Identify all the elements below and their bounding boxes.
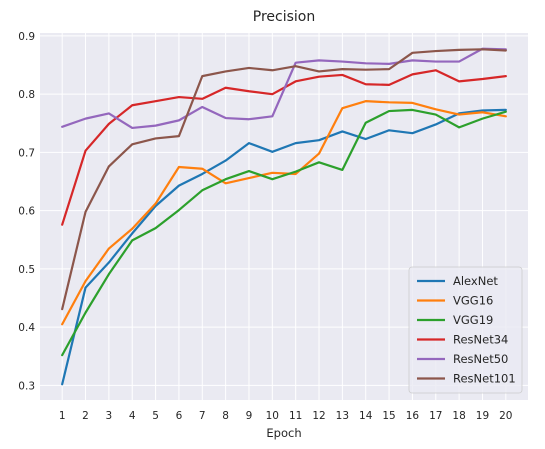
- y-tick-label: 0.5: [18, 264, 35, 276]
- x-tick-label: 19: [476, 410, 489, 422]
- x-tick-label: 12: [312, 410, 325, 422]
- series-lines: [61, 47, 507, 386]
- x-tick-label: 18: [452, 410, 465, 422]
- x-tick-label: 14: [359, 410, 373, 422]
- x-tick-label: 4: [129, 410, 136, 422]
- series-line-vgg16: [61, 100, 507, 326]
- legend-label: ResNet34: [453, 333, 508, 347]
- legend-label: AlexNet: [453, 274, 498, 288]
- x-tick-label: 5: [152, 410, 159, 422]
- series-line-alexnet: [61, 108, 507, 386]
- legend-label: ResNet50: [453, 352, 508, 366]
- series-line-resnet101: [61, 48, 507, 311]
- legend-items: AlexNet VGG16 VGG19 ResNet34 ResNet50 ResNet1…: [417, 274, 516, 386]
- x-tick-label: 6: [176, 410, 183, 422]
- y-tick-label: 0.8: [18, 89, 35, 101]
- legend-label: VGG19: [453, 313, 493, 327]
- y-tick-label: 0.9: [18, 31, 35, 43]
- x-tick-label: 20: [499, 410, 512, 422]
- chart-title: Precision: [253, 9, 315, 25]
- x-tick-label: 17: [429, 410, 442, 422]
- y-tick-label: 0.6: [18, 206, 35, 218]
- y-tick-label: 0.3: [18, 380, 35, 392]
- x-tick-label: 1: [59, 410, 66, 422]
- x-tick-label: 15: [382, 410, 395, 422]
- x-tick-label: 13: [336, 410, 349, 422]
- x-tick-label: 3: [106, 410, 113, 422]
- x-tick-label: 16: [406, 410, 420, 422]
- series-line-vgg19: [61, 108, 507, 357]
- legend-box: [408, 266, 523, 394]
- y-tick-label: 0.7: [18, 147, 35, 159]
- legend: AlexNet VGG16 VGG19 ResNet34 ResNet50 ResNet1…: [408, 266, 523, 394]
- legend-label: VGG16: [453, 294, 493, 308]
- x-tick-label: 8: [222, 410, 229, 422]
- x-tick-labels: 1 2 3 4 5 6 7 8 9 10 11 12 13 14 15 16 17 18 19 20: [59, 410, 513, 422]
- x-tick-label: 2: [82, 410, 89, 422]
- y-tick-label: 0.4: [18, 322, 35, 334]
- x-axis-title: Epoch: [266, 426, 301, 440]
- y-tick-labels: 0.3 0.4 0.5 0.6 0.7 0.8 0.9: [18, 31, 35, 393]
- x-tick-label: 10: [266, 410, 279, 422]
- series-line-resnet50: [61, 47, 507, 130]
- x-tick-label: 9: [246, 410, 253, 422]
- x-tick-label: 7: [199, 410, 206, 422]
- x-tick-label: 11: [289, 410, 302, 422]
- legend-label: ResNet101: [453, 372, 516, 386]
